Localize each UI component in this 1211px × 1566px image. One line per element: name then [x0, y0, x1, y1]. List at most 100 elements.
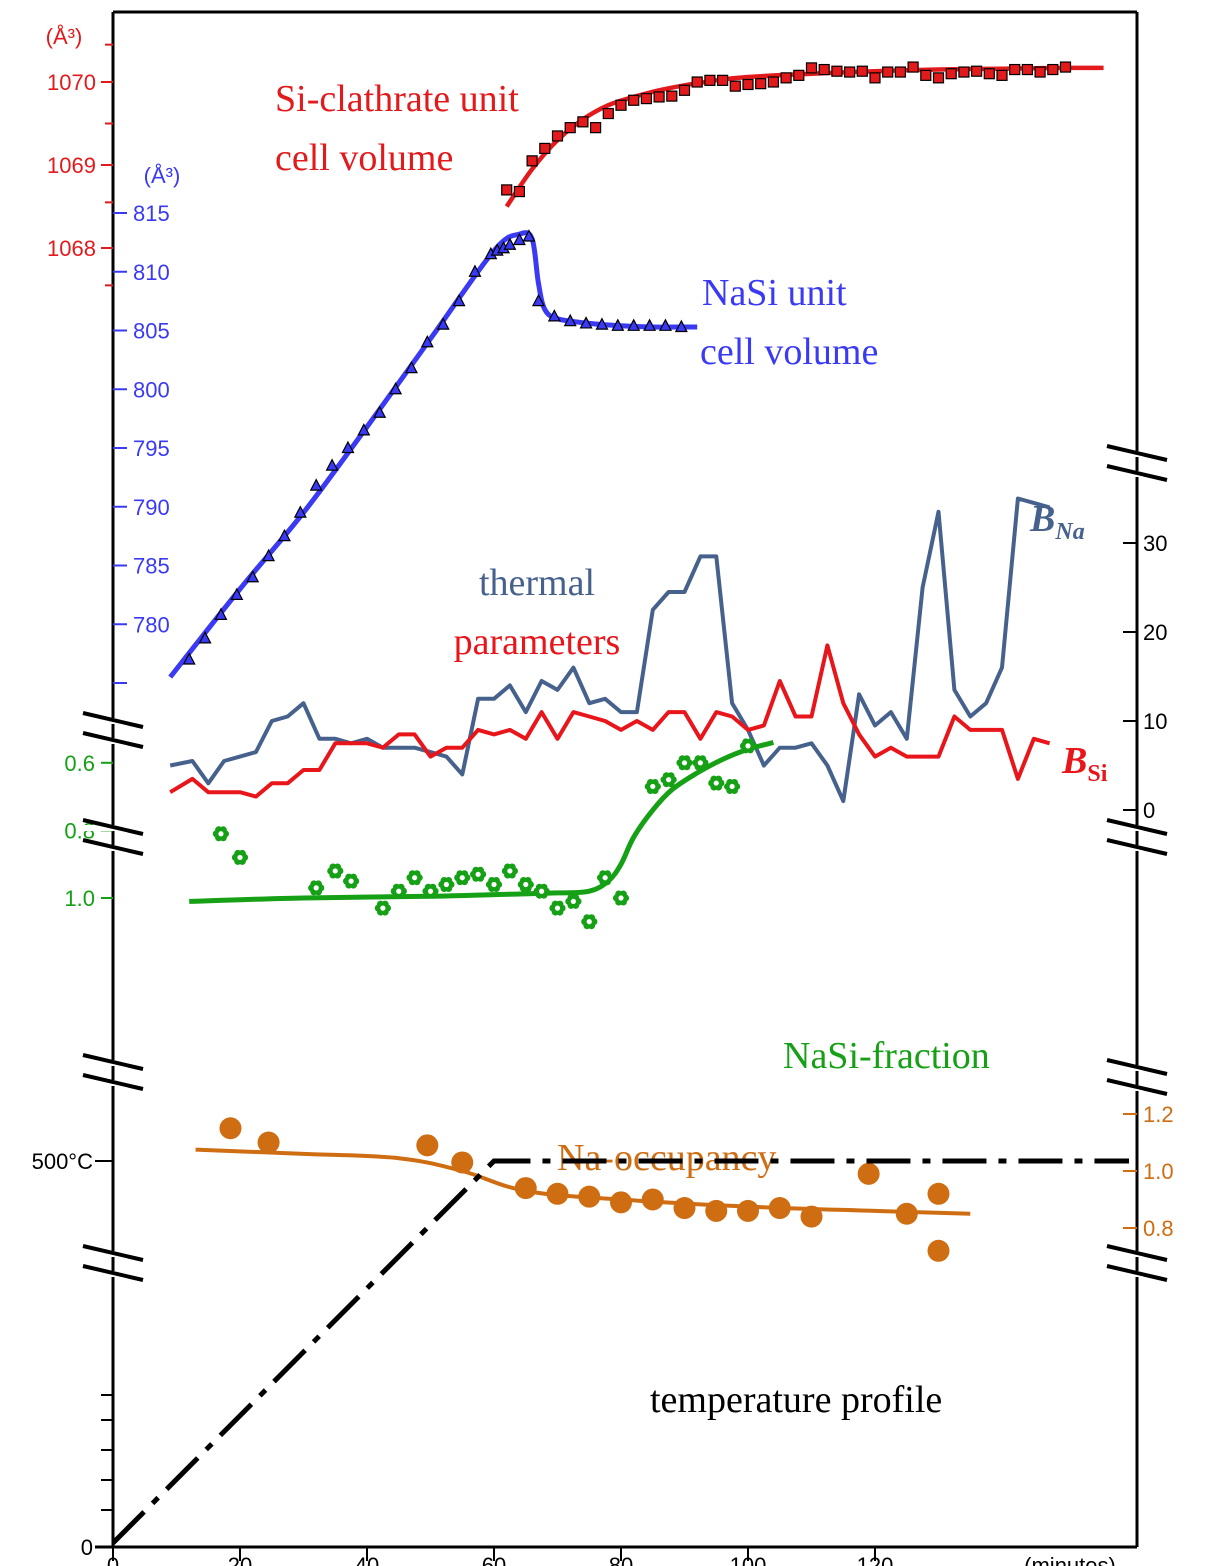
fraction-point-center [237, 854, 243, 861]
fraction-point-center [650, 783, 656, 790]
fraction-data-point [739, 738, 757, 754]
nasi-data-point [595, 317, 609, 330]
clathrate-data-point [869, 72, 881, 84]
clathrate-data-point [983, 68, 995, 80]
fraction-tick-label: 0.6 [64, 751, 95, 776]
b-na-label-main: B [1029, 498, 1055, 540]
occupancy-data-point [737, 1199, 759, 1222]
clathrate-tick-label: 1070 [47, 70, 96, 95]
nasi-data-point [674, 319, 688, 333]
clathrate-data-point [882, 66, 894, 78]
axis-break-mark [82, 731, 144, 749]
clathrate-data-point [602, 107, 614, 120]
axis-break-mark [82, 1264, 144, 1282]
fraction-data-point [612, 890, 630, 906]
fraction-data-point [406, 870, 423, 886]
axis-break-mark [1106, 1264, 1168, 1282]
nasi-data-point [309, 478, 323, 491]
clathrate-data-point [1047, 63, 1059, 76]
fraction-point-center [570, 898, 576, 904]
fraction-data-point [212, 826, 229, 842]
fraction-data-point [644, 779, 661, 795]
chart-frame [95, 10, 1139, 1549]
occupancy-data-point [451, 1151, 474, 1174]
fraction-point-center [586, 919, 592, 925]
clathrate-data-point [843, 66, 856, 78]
fraction-data-point [470, 866, 487, 882]
nasi-tick-label: 780 [133, 612, 170, 637]
nasi-data-point [658, 318, 672, 331]
nasi-data-point [452, 293, 466, 307]
fraction-point-center [380, 905, 386, 911]
fraction-point-center [539, 888, 545, 894]
occupancy-data-point [578, 1185, 601, 1208]
fraction-point-center [491, 881, 497, 888]
fraction-data-point [485, 877, 503, 893]
fraction-point-center [681, 760, 688, 766]
clathrate-data-point [945, 68, 957, 80]
clathrate-data-point [920, 69, 932, 81]
nasi-fit-line [168, 230, 698, 679]
fraction-data-point [581, 914, 598, 930]
temperature-panel: 500°C 0 temperature profile [32, 1149, 1129, 1560]
fraction-point-center [602, 875, 608, 881]
clathrate-data-point [1059, 61, 1072, 73]
clathrate-data-point [780, 72, 792, 84]
nasi-data-point [522, 229, 536, 242]
axis-break-mark [82, 1053, 144, 1071]
clathrate-data-point [666, 90, 678, 102]
fraction-point-center [666, 777, 672, 783]
clathrate-data-point [589, 122, 602, 134]
fraction-point-center [443, 881, 449, 888]
fraction-point-center [507, 868, 513, 874]
thermal-tick-label: 20 [1143, 620, 1167, 645]
nasi-data-point [230, 587, 244, 600]
axis-breaks [79, 444, 1171, 1282]
fraction-data-point [565, 893, 582, 909]
nasi-data-point [182, 652, 196, 665]
axis-break-mark [1106, 1058, 1168, 1076]
nasi-tick-label: 805 [133, 319, 170, 344]
clathrate-data-point [1009, 63, 1021, 76]
clathrate-data-point [577, 116, 589, 128]
fraction-data-point [517, 877, 534, 893]
fraction-point-center [412, 875, 418, 881]
nasi-data-point [341, 440, 355, 454]
nasi-data-point [246, 569, 260, 583]
clathrate-data-point [678, 84, 691, 96]
clathrate-data-point [564, 122, 576, 134]
fraction-data-point [676, 755, 693, 771]
fraction-point-center [459, 875, 465, 881]
temp-tick-label-0: 0 [81, 1535, 93, 1560]
thermal-tick-label: 0 [1143, 798, 1155, 823]
clathrate-data-point [640, 92, 653, 105]
clathrate-unit-label: (Å³) [46, 24, 83, 49]
nasi-data-point [531, 293, 545, 307]
occupancy-tick-label: 1.2 [1143, 1102, 1174, 1127]
clathrate-data-point [716, 74, 729, 86]
x-tick-label: 20 [228, 1553, 252, 1566]
fraction-data-point [724, 779, 741, 795]
thermal-tick-label: 10 [1143, 709, 1167, 734]
nasi-tick-label: 795 [133, 436, 170, 461]
clathrate-data-point [729, 80, 741, 92]
clathrate-data-point [691, 76, 703, 88]
nasi-data-point [389, 381, 403, 395]
axis-break-mark [1106, 464, 1168, 482]
occupancy-data-point [768, 1197, 791, 1220]
clathrate-data-point [539, 142, 551, 154]
fraction-data-point [231, 849, 249, 865]
fraction-point-center [745, 743, 751, 749]
x-tick-label: 100 [730, 1553, 767, 1566]
nasi-data-point [563, 313, 577, 327]
thermal-tick-label: 30 [1143, 531, 1167, 556]
fraction-point-center [218, 831, 224, 837]
temp-tick-label-500: 500°C [32, 1149, 94, 1174]
axis-break-mark [82, 838, 144, 856]
occupancy-data-point [673, 1197, 696, 1220]
clathrate-label-line2: cell volume [275, 137, 453, 179]
nasi-data-point [373, 405, 387, 418]
fraction-point-center [729, 783, 735, 790]
clathrate-data-point [805, 62, 818, 74]
